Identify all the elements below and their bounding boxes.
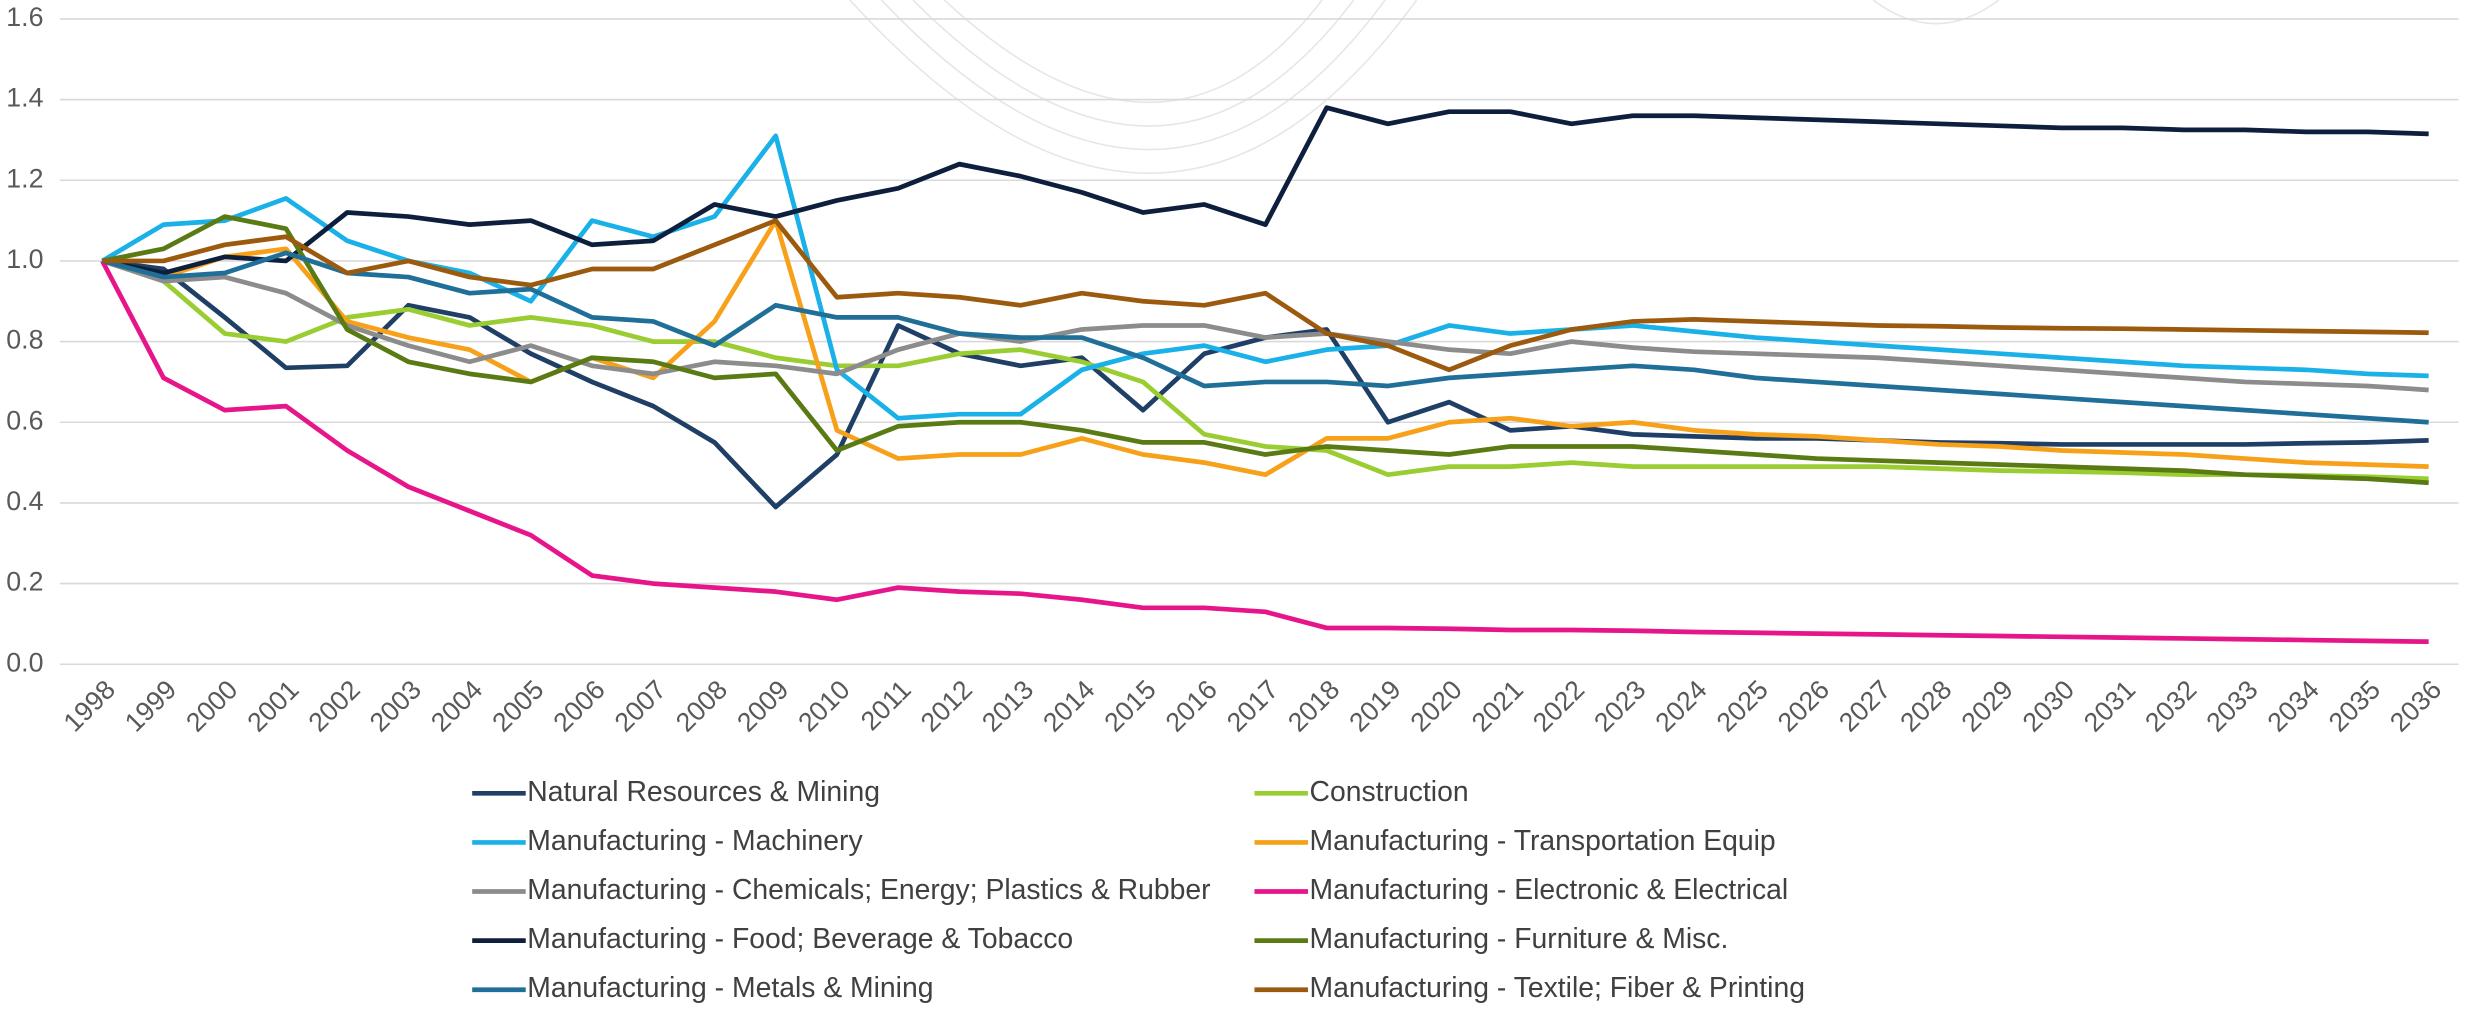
y-tick-label: 0.0 <box>6 647 43 677</box>
x-tick-label: 2005 <box>486 674 549 737</box>
legend-label: Manufacturing - Chemicals; Energy; Plast… <box>527 874 1210 906</box>
x-tick-label: 2019 <box>1343 674 1406 737</box>
x-tick-label: 2022 <box>1527 674 1590 737</box>
x-tick-label: 2015 <box>1098 674 1161 737</box>
series-line <box>101 258 2429 393</box>
x-tick-label: 2000 <box>180 674 243 737</box>
x-tick-label: 2017 <box>1221 674 1284 737</box>
legend-label: Natural Resources & Mining <box>527 776 880 808</box>
x-tick-label: 1998 <box>58 674 121 737</box>
series-line <box>101 250 2429 425</box>
x-tick-label: 2008 <box>670 674 733 737</box>
x-tick-label: 2021 <box>1466 674 1529 737</box>
series-line <box>101 214 2429 486</box>
series-line <box>100 259 2429 645</box>
x-tick-label: 2025 <box>1711 674 1774 737</box>
series-line <box>101 258 2429 482</box>
x-tick-label: 2020 <box>1405 674 1468 737</box>
x-tick-label: 2031 <box>2078 674 2141 737</box>
y-tick-label: 0.4 <box>6 486 43 516</box>
legend-label: Manufacturing - Transportation Equip <box>1310 825 1776 857</box>
x-tick-label: 2002 <box>303 674 366 737</box>
x-tick-label: 2009 <box>731 674 794 737</box>
legend-label: Manufacturing - Furniture & Misc. <box>1310 923 1729 955</box>
x-tick-label: 2024 <box>1649 674 1712 737</box>
x-tick-label: 2030 <box>2017 674 2080 737</box>
legend-label: Construction <box>1310 776 1469 808</box>
x-tick-label: 2001 <box>241 674 304 737</box>
y-tick-label: 1.6 <box>6 2 43 32</box>
x-tick-label: 2033 <box>2200 674 2263 737</box>
series-line <box>101 133 2429 421</box>
y-tick-label: 0.6 <box>6 405 43 435</box>
x-tick-label: 2018 <box>1282 674 1345 737</box>
x-tick-label: 2011 <box>855 674 917 736</box>
x-tick-label: 2034 <box>2262 674 2325 737</box>
y-tick-label: 0.2 <box>6 567 43 597</box>
background-decoration <box>849 0 2000 174</box>
x-tick-label: 2010 <box>792 674 855 737</box>
series-line <box>102 218 2429 373</box>
legend-label: Manufacturing - Electronic & Electrical <box>1310 874 1789 906</box>
x-tick-label: 2006 <box>547 674 610 737</box>
legend-label: Manufacturing - Machinery <box>527 825 863 857</box>
legend-label: Manufacturing - Food; Beverage & Tobacco <box>527 923 1073 955</box>
x-tick-label: 2014 <box>1037 674 1100 737</box>
x-tick-label: 2036 <box>2384 674 2447 737</box>
x-tick-label: 2023 <box>1588 674 1651 737</box>
x-tick-label: 2013 <box>976 674 1039 737</box>
x-tick-label: 2028 <box>1894 674 1957 737</box>
x-tick-label: 2012 <box>915 674 978 737</box>
x-tick-label: 1999 <box>119 674 182 737</box>
x-tick-label: 2032 <box>2139 674 2202 737</box>
y-tick-label: 1.0 <box>6 244 43 274</box>
y-tick-label: 1.2 <box>6 163 43 193</box>
x-tick-label: 2003 <box>364 674 427 737</box>
x-tick-label: 2027 <box>1833 674 1896 737</box>
y-tick-label: 0.8 <box>6 325 43 355</box>
series-line <box>101 218 2429 478</box>
x-tick-label: 2026 <box>1772 674 1835 737</box>
x-tick-label: 2004 <box>425 674 488 737</box>
x-tick-label: 2016 <box>1160 674 1223 737</box>
x-tick-label: 2035 <box>2323 674 2386 737</box>
legend-label: Manufacturing - Textile; Fiber & Printin… <box>1310 972 1805 1004</box>
legend-label: Manufacturing - Metals & Mining <box>527 972 933 1004</box>
x-tick-label: 2029 <box>1955 674 2018 737</box>
y-tick-label: 1.4 <box>6 83 43 113</box>
x-tick-label: 2007 <box>609 674 672 737</box>
series-line <box>101 105 2429 276</box>
